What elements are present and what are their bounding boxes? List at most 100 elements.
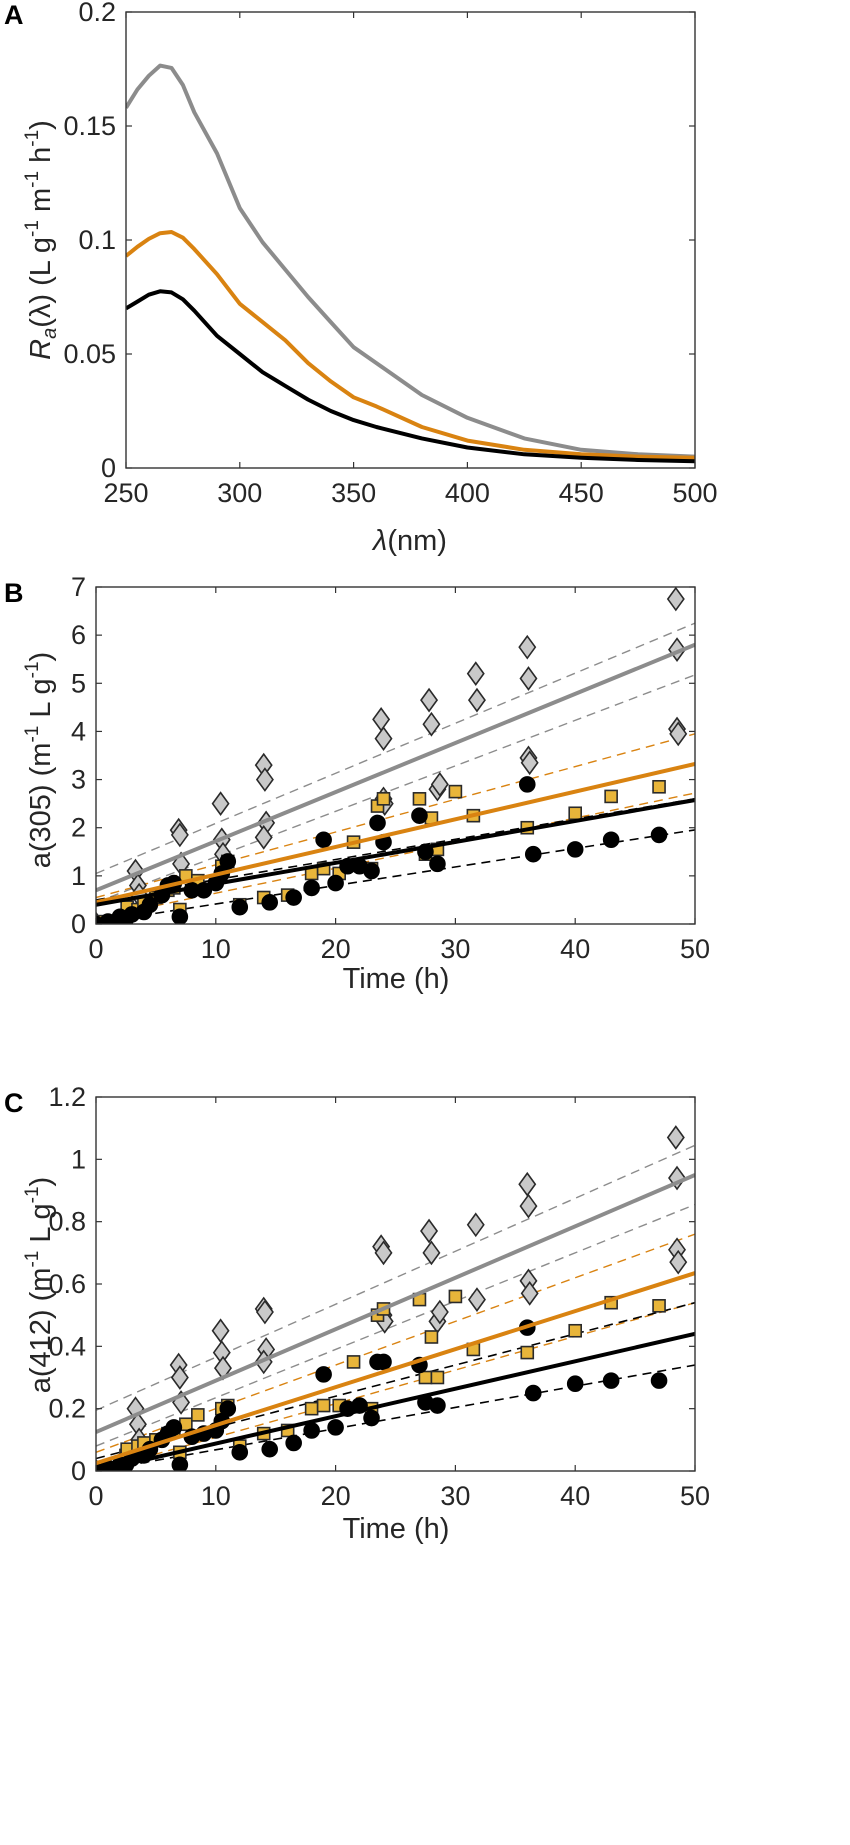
panel-b-point-gray [420, 687, 439, 713]
panel-c-ci-lower-black [96, 1364, 695, 1471]
panel-c-point-gray [430, 1299, 449, 1325]
panel-b-fit-orange [96, 761, 695, 905]
panel-c-point-black [524, 1384, 542, 1402]
panel-b-point-black [171, 908, 189, 924]
panel-b-ytick-label: 5 [71, 668, 86, 698]
panel-c-xtick-label: 0 [88, 1481, 103, 1511]
panel-c-ytick-label: 0.8 [48, 1207, 86, 1237]
panel-b-letter: B [4, 578, 24, 608]
panel-b-xtick-label: 10 [201, 934, 231, 964]
panel-a-ytick-label: 0.1 [78, 225, 116, 255]
panel-c-axes-box [95, 1096, 696, 1472]
panel-c-point-black [363, 1409, 380, 1427]
panel-c-xlabel: Time (h) [343, 1513, 450, 1545]
panel-b-point-black [231, 898, 249, 916]
panel-c-ytick-label: 0.2 [48, 1394, 86, 1424]
panel-c-ylabel: a(412) (m-1 L g-1) [22, 1177, 57, 1393]
panel-c-ticks: 0 10 20 30 40 50 0 0.2 0.4 0.6 0.8 1 1.2 [48, 1082, 710, 1511]
panel-c-fit-gray [96, 1173, 695, 1434]
panel-b-point-gray [518, 634, 537, 660]
panel-a-line-black [126, 289, 695, 464]
panel-c-point-gray [520, 1280, 539, 1306]
panel-c-point-gray [669, 1249, 688, 1275]
panel-b-ci-lower-gray [96, 674, 695, 903]
panel-b-point-black [602, 831, 620, 849]
panel-b-ci-lower-orange [96, 792, 695, 919]
panel-a-series [126, 63, 695, 464]
panel-c-point-orange [448, 1289, 463, 1304]
panel-c-xtick-label: 10 [201, 1481, 231, 1511]
panel-b-point-black [327, 874, 344, 892]
panel-b-point-orange [412, 792, 427, 806]
panel-b-point-black [363, 862, 380, 880]
panel-b-point-black [429, 855, 446, 873]
panel-a-xtick-label: 350 [331, 478, 376, 508]
panel-c-series [96, 1125, 695, 1471]
panel-b-point-black [650, 826, 668, 844]
panel-b-point-gray [170, 822, 189, 848]
panel-b-series [96, 587, 695, 924]
panel-c-point-black [261, 1440, 279, 1458]
panel-c-ci-lower-gray [96, 1203, 695, 1447]
panel-b-point-black [566, 841, 584, 858]
panel-c-point-gray [211, 1318, 230, 1344]
panel-c-point-gray [420, 1218, 439, 1244]
panel-a-xtick-label: 450 [559, 478, 604, 508]
panel-c-xtick-label: 30 [440, 1481, 470, 1511]
panel-c-plot-area [96, 1125, 695, 1471]
panel-a-ytick-label: 0.2 [78, 0, 116, 27]
panel-b-xtick-label: 0 [88, 934, 103, 964]
panel-c-ytick-label: 1 [71, 1144, 86, 1174]
panel-c-point-black [285, 1434, 302, 1452]
panel-a-ticks: 250 300 350 400 450 500 0 0.05 0.1 0.15 0.2 [63, 0, 717, 508]
panel-c-point-gray [666, 1125, 685, 1150]
panel-c-point-black [566, 1375, 584, 1393]
panel-c-point-orange [418, 1370, 433, 1385]
panel-b-xtick-label: 50 [680, 934, 710, 964]
panel-b-point-black [524, 845, 542, 863]
panel-a-ytick-label: 0.15 [63, 111, 116, 141]
panel-c-fit-orange [96, 1271, 695, 1466]
panel-b-ytick-label: 7 [71, 572, 86, 602]
panel-c-xtick-label: 50 [680, 1481, 710, 1511]
panel-b-ci-lower-black [96, 829, 695, 924]
panel-b-ytick-label: 1 [71, 861, 86, 891]
panel-c-ytick-label: 0 [71, 1456, 86, 1486]
panel-c-point-gray [170, 1365, 189, 1390]
panel-c-point-orange [316, 1398, 331, 1413]
panel-b-point-gray [467, 687, 486, 713]
panel-b-point-black [518, 776, 536, 793]
panel-b-point-gray [666, 587, 685, 612]
panel-b-axes-box [95, 586, 696, 925]
panel-c-point-gray [466, 1212, 485, 1238]
panel-b-fit-gray [96, 642, 695, 893]
panel-c-point-black [219, 1400, 237, 1417]
panel-a-xlabel: λ(nm) [371, 525, 447, 557]
panel-b-ytick-label: 2 [71, 813, 86, 843]
panel-c-xtick-label: 20 [321, 1481, 351, 1511]
panel-c-ytick-label: 0.4 [48, 1331, 86, 1361]
panel-b-ytick-label: 4 [71, 716, 86, 746]
panel-b-point-gray [374, 726, 393, 752]
panel-b-point-orange [448, 784, 463, 799]
panel-a-xtick-label: 250 [103, 478, 148, 508]
panel-b-point-black [411, 807, 428, 824]
panel-b-ylabel: a(305) (m-1 L g-1) [22, 652, 57, 868]
panel-b-ytick-label: 6 [71, 620, 86, 650]
panel-b-point-black [261, 894, 279, 911]
panel-b-xtick-label: 30 [440, 934, 470, 964]
panel-c-letter: C [4, 1088, 24, 1118]
panel-c-ytick-label: 1.2 [48, 1082, 86, 1112]
panel-b-point-black [285, 889, 302, 906]
panel-b-point-orange [568, 806, 583, 821]
panel-b-ticks: 0 10 20 30 40 50 0 1 2 3 4 5 6 7 [71, 572, 710, 964]
panel-b-ci-upper-gray [96, 622, 695, 875]
panel-b-point-gray [466, 661, 485, 687]
panel-a-ytick-label: 0 [101, 453, 116, 483]
panel-b-point-black [315, 831, 332, 849]
panel-c-point-orange [424, 1330, 439, 1344]
panel-c-point-gray [519, 1193, 538, 1219]
panel-c-point-black [165, 1419, 183, 1436]
panel-b-xtick-label: 40 [560, 934, 590, 964]
panel-c-point-orange [346, 1355, 361, 1369]
